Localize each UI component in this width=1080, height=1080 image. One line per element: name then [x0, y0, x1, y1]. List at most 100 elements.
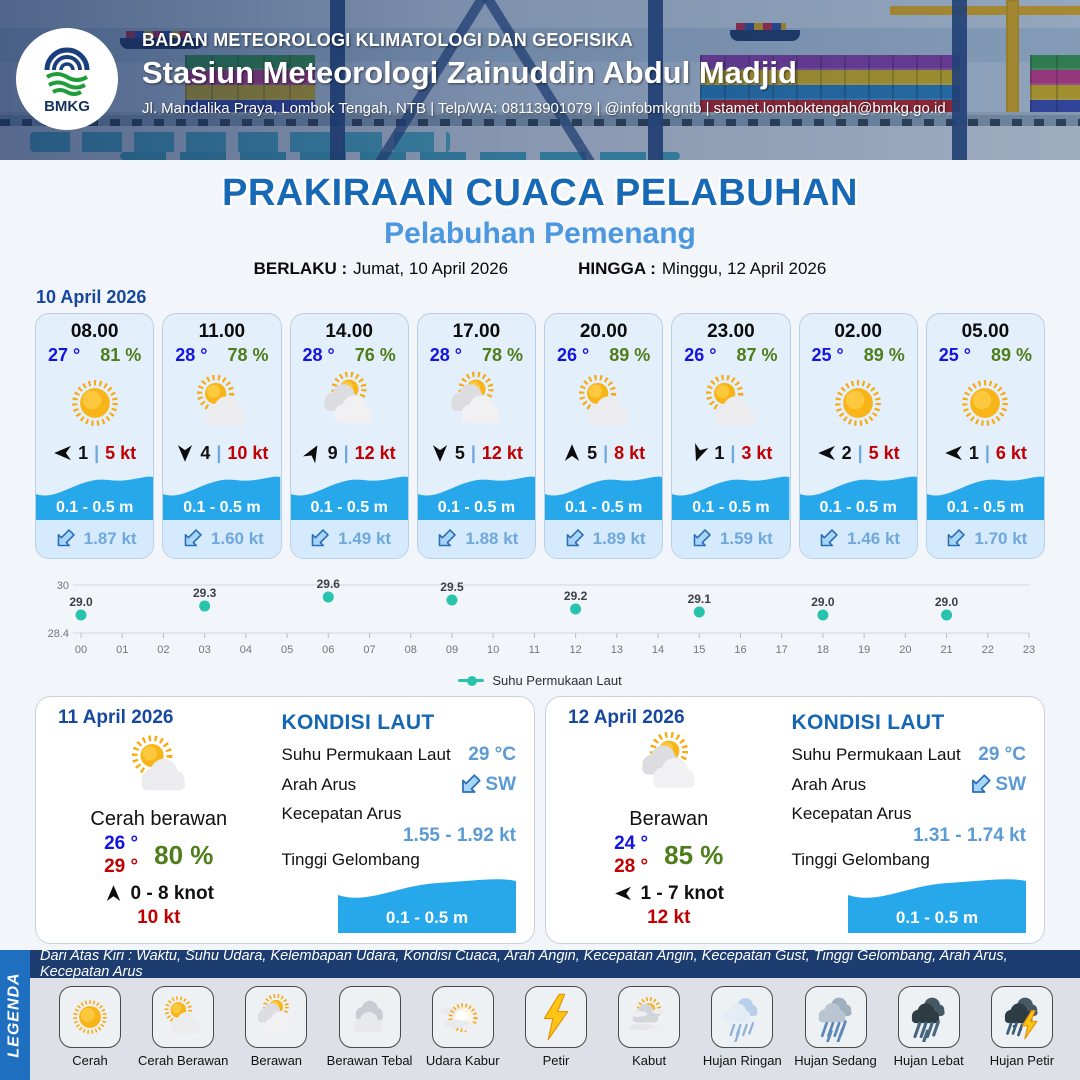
bmkg-emblem-icon [44, 47, 90, 96]
wind-range: 1 - 7 knot [640, 882, 724, 904]
wind-speed: 2 [841, 442, 852, 463]
hourly-cards-row: 08.00 27 ° 81 % 1 | 5 kt 0.1 - 0.5 m 1.8… [0, 313, 1080, 559]
humidity-value: 78 % [481, 345, 523, 365]
current-direction-value: SW [485, 774, 516, 795]
svg-text:13: 13 [611, 644, 623, 656]
legend-item: Kabut [605, 986, 693, 1080]
svg-text:02: 02 [157, 644, 169, 656]
weather-condition: Cerah berawan [90, 808, 228, 830]
legend-item: Cerah [46, 986, 134, 1080]
wind-speed: 5 [454, 442, 465, 463]
legend-item-label: Hujan Petir [989, 1053, 1055, 1068]
forecast-time: 08.00 [70, 321, 119, 342]
bmkg-logo: BMKG [16, 28, 118, 130]
hourly-forecast-card: 05.00 25 ° 89 % 1 | 6 kt 0.1 - 0.5 m 1.7… [925, 313, 1045, 559]
hourly-forecast-card: 14.00 28 ° 76 % 9 | 12 kt 0.1 - 0.5 m 1.… [289, 313, 409, 559]
sun-cloud-icon [117, 729, 201, 808]
svg-text:29.3: 29.3 [193, 586, 217, 600]
svg-text:29.0: 29.0 [811, 595, 835, 609]
day-date: 12 April 2026 [568, 707, 685, 728]
legend-item: Hujan Sedang [792, 986, 880, 1080]
wave-icon [338, 879, 516, 933]
sun-cloud-icon [545, 366, 662, 440]
legend-item-label: Kabut [632, 1053, 667, 1068]
humidity-value: 78 % [227, 345, 269, 365]
wind-direction-icon [689, 443, 709, 463]
wave-icon [163, 476, 281, 520]
wave-icon [926, 476, 1044, 520]
air-temperature: 26 ° [557, 345, 590, 365]
hourly-forecast-card: 17.00 28 ° 78 % 5 | 12 kt 0.1 - 0.5 m 1.… [416, 313, 536, 559]
current-speed-label: Kecepatan Arus [281, 804, 402, 823]
rain-medium-icon [804, 986, 867, 1048]
air-temperature: 26 ° [684, 345, 717, 365]
humidity-value: 76 % [354, 345, 396, 365]
wave-height-band: 0.1 - 0.5 m [848, 875, 1026, 933]
svg-text:18: 18 [817, 644, 829, 656]
wind-speed: 1 [78, 442, 89, 463]
current-speed: 1.87 kt [83, 529, 137, 548]
legend-marker-icon [458, 675, 485, 686]
humidity-value: 89 % [990, 345, 1032, 365]
hourly-forecast-card: 11.00 28 ° 78 % 4 | 10 kt 0.1 - 0.5 m 1.… [162, 313, 282, 559]
current-direction-icon [816, 527, 840, 551]
wind-direction-icon [104, 884, 123, 903]
port-header: BMKG BADAN METEOROLOGI KLIMATOLOGI DAN G… [0, 0, 1080, 160]
current-speed: 1.89 kt [592, 529, 646, 548]
clouds-icon [338, 986, 401, 1048]
sst-value: 29 °C [468, 744, 516, 765]
temp-max: 28 ° [614, 855, 649, 877]
svg-text:29.2: 29.2 [564, 589, 588, 603]
wave-icon [36, 476, 154, 520]
wave-icon [672, 476, 790, 520]
header-overlay [0, 0, 1080, 160]
legend-items-row: Cerah Cerah Berawan Berawan Berawan Teba… [30, 978, 1080, 1080]
legend-item: Hujan Petir [978, 986, 1066, 1080]
sun-cloud-icon [163, 366, 280, 440]
port-name: Pelabuhan Pemenang [384, 217, 696, 250]
forecast-time: 11.00 [198, 321, 246, 342]
svg-text:29.0: 29.0 [69, 595, 93, 609]
svg-text:29.6: 29.6 [317, 577, 341, 591]
svg-text:01: 01 [116, 644, 128, 656]
sst-label: Suhu Permukaan Laut [281, 745, 451, 764]
wave-height-value: 0.1 - 0.5 m [692, 499, 770, 516]
station-contact: Jl. Mandalika Praya, Lombok Tengah, NTB … [142, 100, 946, 117]
wave-height-band: 0.1 - 0.5 m [926, 468, 1044, 520]
page-title: PRAKIRAAN CUACA PELABUHAN [222, 172, 858, 214]
valid-to-label: HINGGA : [578, 259, 656, 278]
forecast-time: 20.00 [579, 321, 628, 342]
wave-height-label: Tinggi Gelombang [791, 850, 930, 869]
wind-direction-icon [614, 884, 633, 903]
fog-icon [618, 986, 681, 1048]
humidity-value: 81 % [100, 345, 142, 365]
svg-text:00: 00 [75, 644, 87, 656]
separator: | [984, 442, 990, 463]
validity-row: BERLAKU : Jumat, 10 April 2026 HINGGA : Mi… [0, 259, 1080, 279]
legend-item: Hujan Ringan [698, 986, 786, 1080]
legend-series-label: Suhu Permukaan Laut [492, 673, 622, 688]
temp-min: 24 ° [614, 833, 649, 854]
hourly-forecast-card: 08.00 27 ° 81 % 1 | 5 kt 0.1 - 0.5 m 1.8… [35, 313, 155, 559]
sun-cloud-icon [672, 366, 789, 440]
rain-thunder-icon [990, 986, 1053, 1048]
svg-text:30: 30 [57, 580, 69, 592]
cloud-sun-icon [245, 986, 308, 1048]
sst-label: Suhu Permukaan Laut [791, 745, 961, 764]
svg-text:14: 14 [652, 644, 664, 656]
wind-speed: 1 [714, 442, 725, 463]
svg-text:10: 10 [487, 644, 499, 656]
current-speed-value: 1.31 - 1.74 kt [912, 825, 1026, 846]
wave-height-band: 0.1 - 0.5 m [545, 468, 663, 520]
wave-height-value: 0.1 - 0.5 m [946, 499, 1025, 516]
gust-speed: 12 kt [647, 906, 691, 928]
current-direction-value: SW [995, 774, 1026, 795]
air-temperature: 25 ° [938, 345, 971, 365]
separator: | [730, 442, 736, 463]
air-temperature: 27 ° [48, 345, 81, 365]
haze-icon [431, 986, 494, 1048]
sst-chart-wrap: 30 28.4 00 01 02 03 04 05 06 07 08 09 10 11 12 13 14 15 16… [0, 571, 1080, 688]
svg-text:21: 21 [940, 644, 952, 656]
wave-height-band: 0.1 - 0.5 m [36, 468, 154, 520]
legend-item: Berawan [232, 986, 320, 1080]
